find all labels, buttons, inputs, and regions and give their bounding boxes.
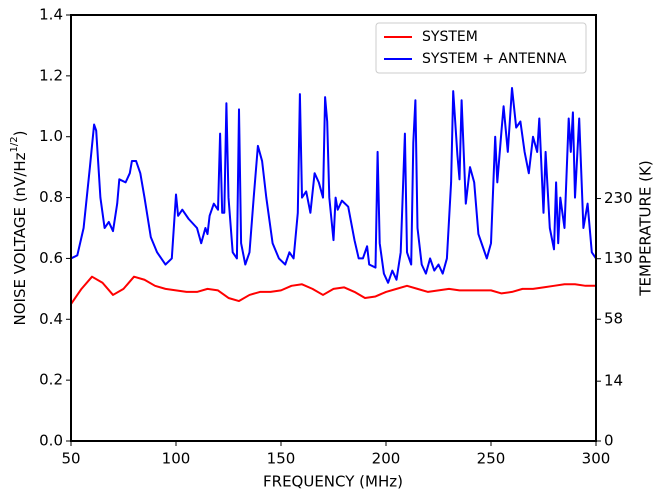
x-tick-label: 50 [61,450,80,468]
y-label-end: ) [11,131,29,137]
x-tick-label: 200 [372,450,401,468]
y2-tick-label: 0 [604,432,614,450]
y2-tick-label: 14 [604,372,623,390]
legend-label: SYSTEM + ANTENNA [422,51,567,67]
y-tick-label: 0.6 [39,249,63,267]
y-tick-label: 1.4 [39,6,63,24]
y2-tick-label: 230 [604,189,633,207]
y-label-main: NOISE VOLTAGE (nV/Hz [11,152,29,325]
legend-label: SYSTEM [422,29,478,45]
y-label-sup: 1/2 [9,136,20,152]
series-line [70,275,596,305]
y-tick-label: 0.0 [39,432,63,450]
y-tick-label: 0.2 [39,371,63,389]
y2-axis-label: TEMPERATURE (K) [637,160,655,296]
y2-tick-label: 130 [604,249,633,267]
y-tick-label: 0.4 [39,310,63,328]
x-tick-label: 300 [582,450,611,468]
y2-tick-label: 58 [604,310,623,328]
y-tick-label: 1.2 [39,66,63,84]
y-axis-label: NOISE VOLTAGE (nV/Hz1/2) [9,131,29,326]
y-tick-label: 1.0 [39,127,63,145]
series-line [70,87,597,284]
plot-frame [70,14,597,442]
x-tick-label: 150 [267,450,296,468]
x-axis-label: FREQUENCY (MHz) [263,473,403,491]
x-tick-label: 250 [477,450,506,468]
legend-box [375,22,587,74]
x-tick-label: 100 [162,450,191,468]
y-tick-label: 0.8 [39,188,63,206]
